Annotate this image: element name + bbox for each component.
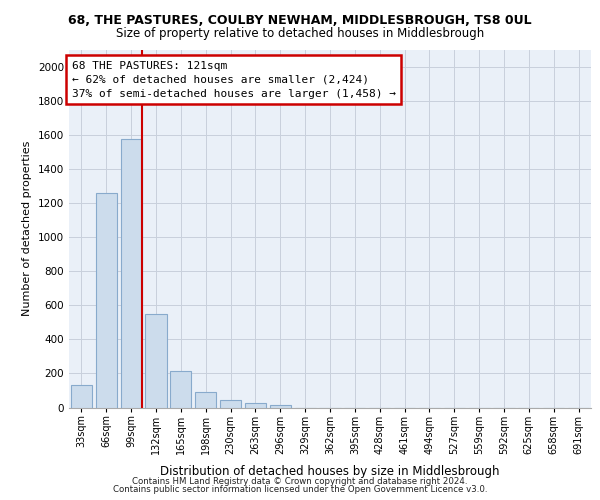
Text: Size of property relative to detached houses in Middlesbrough: Size of property relative to detached ho…: [116, 28, 484, 40]
Bar: [245, 403, 266, 407]
Text: 68 THE PASTURES: 121sqm
← 62% of detached houses are smaller (2,424)
37% of semi: 68 THE PASTURES: 121sqm ← 62% of detache…: [71, 60, 395, 98]
Bar: [270, 405, 291, 407]
Bar: [96, 193, 117, 408]
Bar: [71, 386, 92, 407]
Bar: [121, 138, 142, 407]
Text: Contains public sector information licensed under the Open Government Licence v3: Contains public sector information licen…: [113, 485, 487, 494]
Y-axis label: Number of detached properties: Number of detached properties: [22, 141, 32, 316]
Bar: [145, 314, 167, 408]
Text: 68, THE PASTURES, COULBY NEWHAM, MIDDLESBROUGH, TS8 0UL: 68, THE PASTURES, COULBY NEWHAM, MIDDLES…: [68, 14, 532, 27]
Bar: [195, 392, 216, 407]
Bar: [170, 371, 191, 408]
Bar: [220, 400, 241, 407]
X-axis label: Distribution of detached houses by size in Middlesbrough: Distribution of detached houses by size …: [160, 465, 500, 478]
Text: Contains HM Land Registry data © Crown copyright and database right 2024.: Contains HM Land Registry data © Crown c…: [132, 477, 468, 486]
